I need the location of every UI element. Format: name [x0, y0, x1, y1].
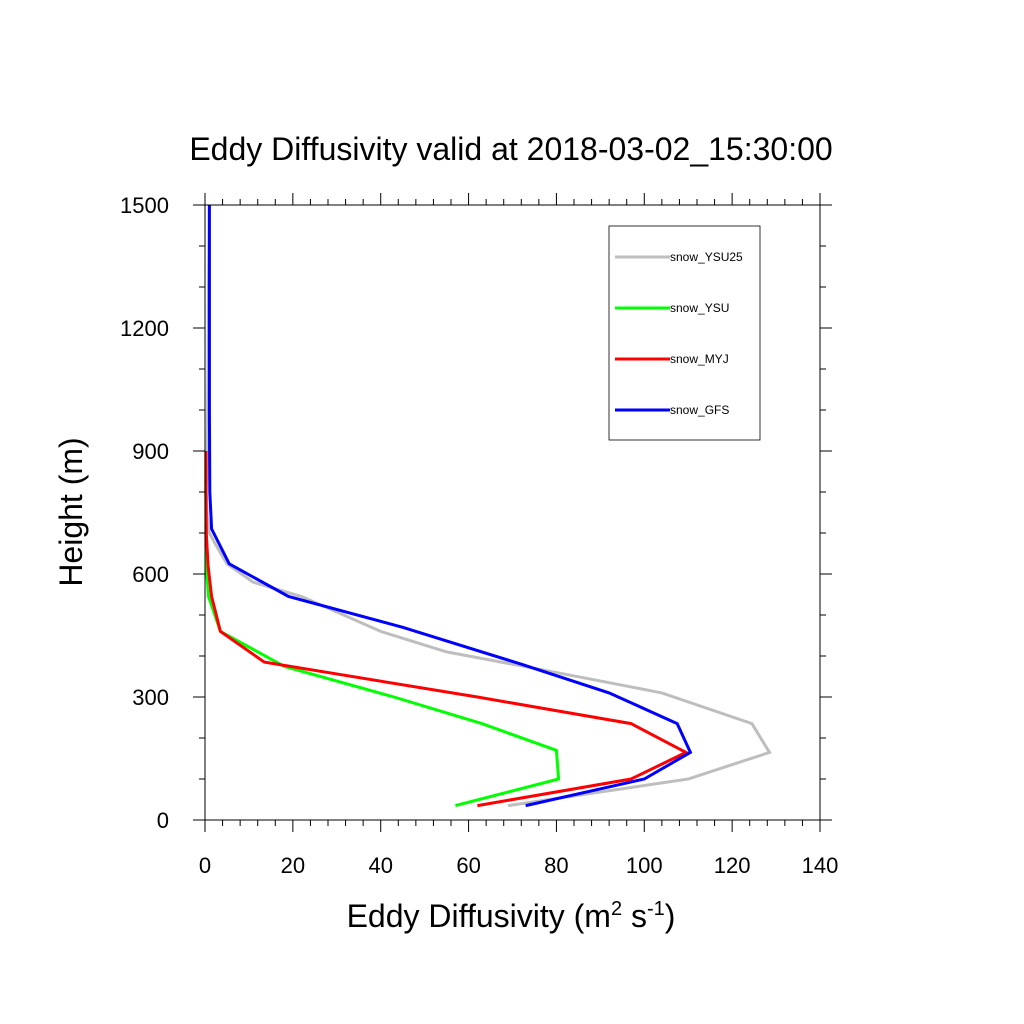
x-tick-label: 60: [456, 853, 480, 878]
y-tick-label: 600: [132, 562, 169, 587]
series-line-snow-gfs: [207, 205, 693, 808]
legend-label-snow-ysu: snow_YSU: [670, 301, 729, 315]
y-tick-label: 900: [132, 439, 169, 464]
x-axis-title: Eddy Diffusivity (m2 s-1): [347, 898, 676, 934]
legend-label-snow-ysu25: snow_YSU25: [670, 250, 743, 264]
legend-label-snow-myj: snow_MYJ: [670, 352, 729, 366]
y-tick-label: 1200: [120, 316, 169, 341]
y-tick-label: 300: [132, 685, 169, 710]
x-axis-title-end: ): [665, 898, 676, 934]
chart-title: Eddy Diffusivity valid at 2018-03-02_15:…: [189, 131, 832, 167]
x-tick-label: 80: [544, 853, 568, 878]
y-tick-label: 0: [157, 808, 169, 833]
x-axis-title-base: Eddy Diffusivity (m: [347, 898, 611, 934]
x-axis-title-sup1: 2: [611, 898, 622, 920]
x-tick-label: 140: [802, 853, 839, 878]
x-tick-label: 100: [626, 853, 663, 878]
x-tick-label: 0: [199, 853, 211, 878]
legend: snow_YSU25 snow_YSU snow_MYJ snow_GFS: [608, 225, 761, 441]
legend-box: [608, 225, 761, 441]
x-tick-label: 40: [368, 853, 392, 878]
series-layer: [204, 204, 772, 808]
x-tick-label: 20: [281, 853, 305, 878]
y-axis-title: Height (m): [53, 437, 89, 586]
plot-frame: [204, 204, 821, 821]
axes-layer: 0 20 40 60 80 100 120 140 0 300 600 900 1200 1500: [120, 193, 838, 878]
legend-label-snow-gfs: snow_GFS: [670, 403, 729, 417]
y-tick-label: 1500: [120, 193, 169, 218]
x-tick-label: 120: [714, 853, 751, 878]
series-line-snow-myj: [204, 451, 690, 808]
series-line-snow-ysu: [204, 451, 561, 808]
x-axis-title-mid: s: [622, 898, 647, 934]
x-axis-title-sup2: -1: [647, 898, 665, 920]
